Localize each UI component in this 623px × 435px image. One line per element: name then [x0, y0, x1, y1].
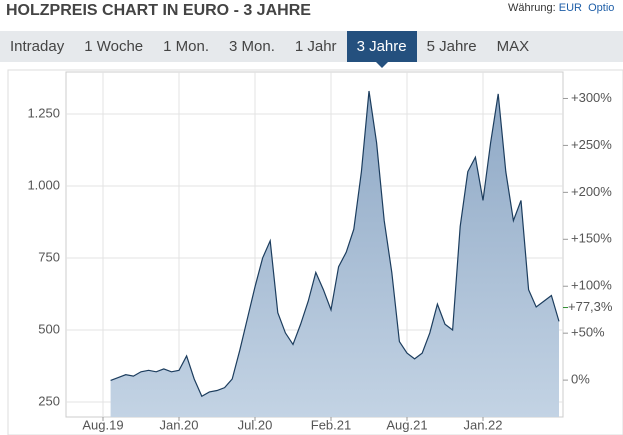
x-tick-label: Jan.20 [159, 417, 198, 432]
currency: Währung: EUR Optio [508, 2, 614, 14]
x-tick-label: Aug.21 [386, 417, 427, 432]
options[interactable]: Optio [588, 2, 615, 14]
tab[interactable]: 3 Jahre [346, 31, 417, 68]
tab[interactable]: 1 Jahr [294, 38, 337, 55]
y-tick-label: 1.250 [27, 105, 60, 120]
currency-label: Währung: [508, 2, 556, 14]
tab[interactable]: 3 Mon. [229, 38, 275, 55]
chart-title: HOLZPREIS CHART IN EURO - 3 JAHRE [6, 2, 311, 19]
tab[interactable]: 1 Mon. [163, 38, 209, 55]
y-tick-label: 750 [38, 249, 60, 264]
y2-tick-label: +150% [571, 231, 612, 246]
tab[interactable]: Intraday [10, 38, 65, 55]
currency-value[interactable]: EUR [558, 2, 582, 14]
y-tick-label: 1.000 [27, 177, 60, 192]
tab[interactable]: 1 Woche [84, 38, 144, 55]
y2-tick-label: +250% [571, 137, 612, 152]
x-tick-label: Jul.20 [238, 417, 273, 432]
tab-bar: Intraday 1 Woche 1 Mon. 3 Mon. 1 Jahr 3 Jahre… [0, 31, 623, 68]
y2-tick-label: +50% [571, 325, 605, 340]
y2-tick-label: +300% [571, 90, 612, 105]
y2-tick-label: +100% [571, 278, 612, 293]
x-tick-label: Feb.21 [311, 417, 351, 432]
current-label: +77,3% [568, 299, 613, 314]
tab[interactable]: 5 Jahre [426, 38, 477, 55]
y2-tick-label: 0% [571, 372, 590, 387]
x-tick-label: Aug.19 [82, 417, 123, 432]
line [110, 90, 560, 398]
tab[interactable]: MAX [496, 38, 530, 55]
y-tick-label: 500 [38, 321, 60, 336]
y-tick-label: 250 [38, 393, 60, 408]
y2-tick-label: +200% [571, 184, 612, 199]
area [110, 91, 559, 417]
header: HOLZPREIS CHART IN EURO - 3 JAHRE Währun… [0, 0, 623, 30]
x-tick-label: Jan.22 [463, 417, 502, 432]
